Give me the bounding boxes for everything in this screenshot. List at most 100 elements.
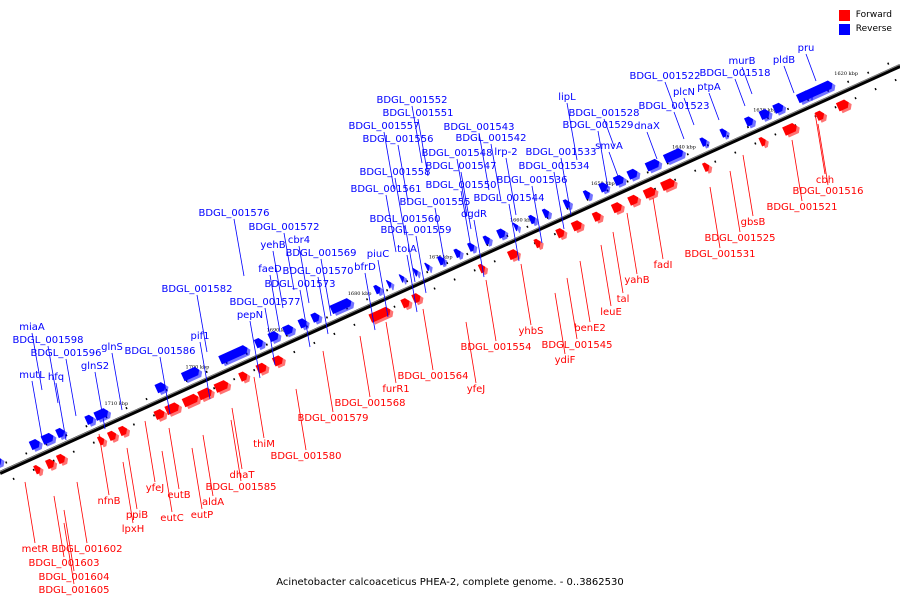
forward-gene-leader [230,419,242,482]
forward-gene [701,162,710,172]
reverse-gene-leader [269,274,281,333]
reverse-gene-leader [560,157,572,216]
reverse-gene-leader [385,194,397,253]
reverse-gene [598,182,608,193]
tick-mark [734,151,737,154]
reverse-gene [55,427,65,439]
forward-gene [106,430,117,442]
forward-gene-label: yahB [624,275,649,286]
forward-gene-label: furR1 [382,384,409,395]
forward-gene-label: eutP [191,510,213,521]
tick-mark [385,289,389,292]
reverse-gene-label: BDGL_001586 [124,346,195,357]
forward-gene-leader [76,481,88,544]
forward-gene-label: leuE [600,307,622,318]
tick-mark [5,461,8,464]
legend-forward[interactable]: Forward [838,8,892,22]
reverse-gene [180,366,200,382]
reverse-gene [719,128,727,138]
reverse-gene-label: murB [728,56,755,67]
legend-reverse-label: Reverse [855,24,892,34]
reverse-swatch [838,23,850,35]
forward-gene-label: tal [617,294,630,305]
reverse-gene-leader [264,307,276,366]
reverse-gene-leader [734,78,746,107]
forward-gene-label: ydiF [555,355,576,366]
forward-gene-leader [122,461,134,524]
reverse-gene-label: BDGL_001577 [229,297,300,308]
forward-gene-label: BDGL_001554 [460,342,531,353]
forward-gene [238,371,248,382]
tick-mark [253,368,256,372]
forward-gene-label: thiM [253,439,275,450]
tick-mark [52,459,55,462]
tick-mark [233,377,236,381]
tick-mark [333,332,336,336]
reverse-gene [582,190,591,200]
reverse-gene-label: BDGL_001547 [425,161,496,172]
reverse-gene [436,256,445,266]
tick-mark [887,62,890,65]
reverse-gene-label: BDGL_001555 [399,197,470,208]
tick-mark [125,406,128,410]
legend: Forward Reverse [838,8,892,36]
reverse-gene-label: BDGL_001518 [699,68,770,79]
tick-mark [293,350,296,354]
forward-gene [533,238,541,249]
reverse-gene-leader [47,345,59,404]
reverse-gene-leader [783,65,795,94]
forward-gene-label: cbh [816,175,834,186]
tick-mark [867,71,870,74]
forward-gene-leader [126,447,138,510]
tick-mark [152,414,156,417]
reverse-gene [496,228,506,239]
forward-gene-label: BDGL_001516 [792,186,863,197]
reverse-gene-leader [249,320,261,379]
reverse-gene-leader [805,53,817,82]
forward-gene-leader [63,509,75,572]
forward-gene-label: BDGL_001579 [297,413,368,424]
tick-mark [12,477,15,481]
forward-gene-leader [554,292,566,355]
forward-gene-leader [791,139,803,202]
forward-gene-label: BDGL_001525 [704,233,775,244]
forward-gene-leader [652,197,664,260]
reverse-gene-leader [31,380,43,439]
reverse-gene [282,324,294,336]
tick-mark [654,187,657,191]
tick-mark [694,169,697,172]
forward-gene-leader [385,321,397,384]
forward-gene-leader [465,321,477,384]
forward-gene [411,293,421,304]
reverse-gene-leader [508,203,520,262]
reverse-gene-leader [298,245,310,304]
tick-mark [325,316,329,319]
reverse-gene-leader [320,258,332,317]
reverse-gene-leader [94,371,106,430]
forward-swatch [838,9,850,21]
reverse-gene-label: bfrD [354,262,376,273]
reverse-gene-label: BDGL_001533 [525,147,596,158]
forward-gene-leader [520,263,532,326]
reverse-gene-label: hfq [48,372,64,383]
reverse-gene [743,116,754,127]
forward-gene [570,220,582,232]
forward-gene-label: nfnB [97,496,120,507]
reverse-gene-label: BDGL_001536 [496,175,567,186]
forward-gene-label: BDGL_001521 [766,202,837,213]
tick-mark [686,153,689,156]
tick-label: 1640 kbp [672,144,696,150]
reverse-gene-label: lrp-2 [494,147,517,158]
legend-reverse[interactable]: Reverse [838,22,892,36]
reverse-gene-label: BDGL_001550 [425,180,496,191]
reverse-gene-leader [111,352,123,411]
tick-mark [714,160,717,163]
forward-gene-label: BDGL_001585 [205,482,276,493]
reverse-gene [412,268,418,277]
reverse-gene-leader [456,158,468,217]
reverse-gene [297,318,307,329]
forward-gene [642,186,656,199]
tick-mark [25,452,28,455]
reverse-gene-leader [673,111,685,140]
forward-gene [627,194,639,206]
